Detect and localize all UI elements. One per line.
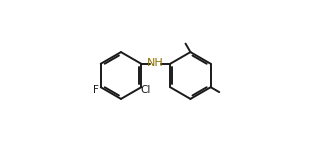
Text: NH: NH xyxy=(147,58,164,68)
Text: F: F xyxy=(93,85,99,95)
Text: Cl: Cl xyxy=(141,85,151,95)
